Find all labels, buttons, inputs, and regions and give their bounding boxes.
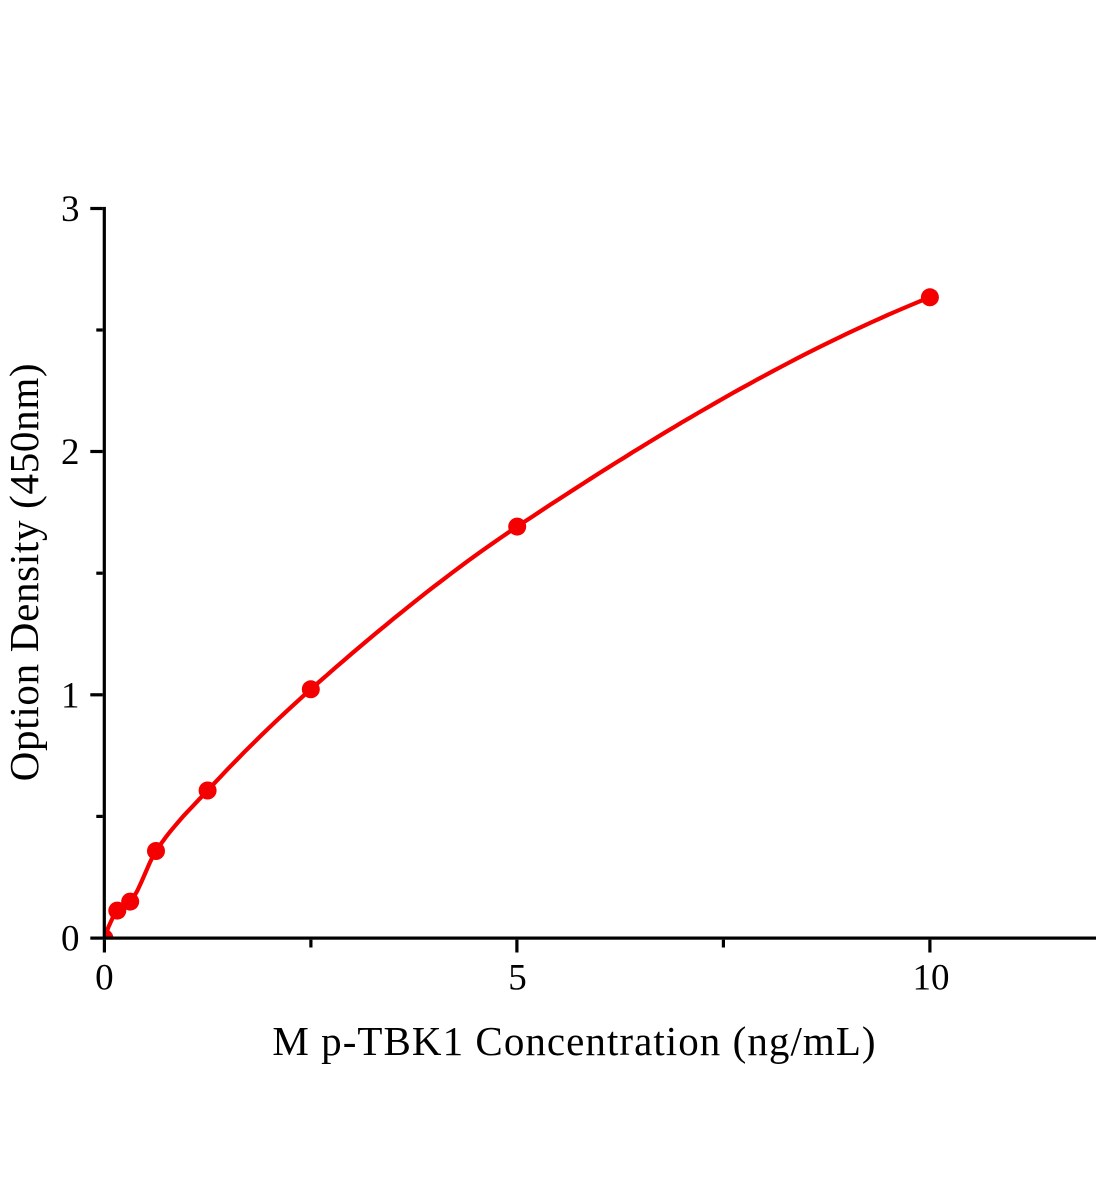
svg-text:M p-TBK1 Concentration (ng/mL): M p-TBK1 Concentration (ng/mL) — [272, 1018, 876, 1064]
svg-text:3: 3 — [61, 189, 80, 230]
svg-text:2: 2 — [61, 432, 80, 473]
svg-text:10: 10 — [913, 958, 950, 999]
svg-text:Option Density (450nm): Option Density (450nm) — [1, 363, 47, 782]
svg-text:5: 5 — [508, 958, 527, 999]
svg-text:0: 0 — [61, 919, 80, 960]
svg-text:1: 1 — [61, 675, 80, 716]
svg-text:0: 0 — [95, 958, 114, 999]
